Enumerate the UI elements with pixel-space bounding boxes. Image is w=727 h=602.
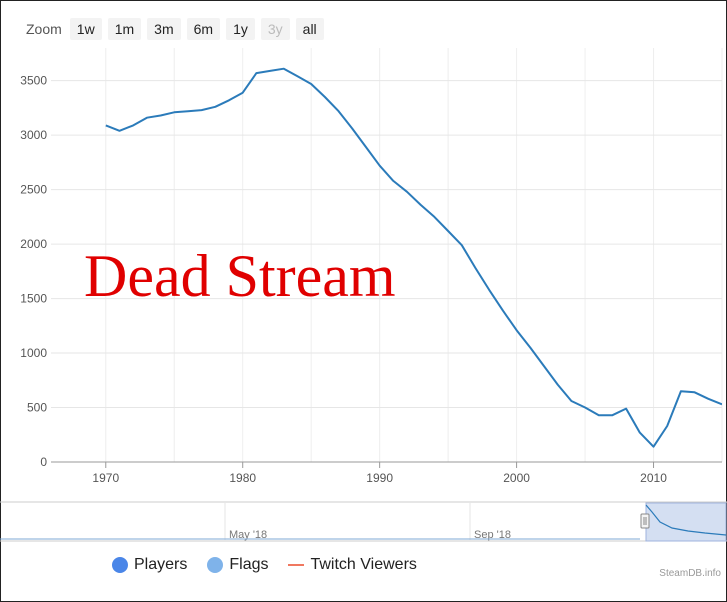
navigator-handle-icon [640, 513, 650, 529]
navigator-selection-line [645, 504, 727, 536]
x-tick-label: 1990 [366, 471, 393, 485]
series-line-players [105, 67, 722, 448]
legend: Players Flags Twitch Viewers [112, 556, 437, 574]
legend-item-twitch-viewers[interactable]: Twitch Viewers [288, 556, 417, 574]
legend-label-players: Players [134, 556, 188, 573]
legend-item-players[interactable]: Players [112, 556, 187, 574]
navigator-label: Sep '18 [474, 529, 511, 541]
navigator-label: May '18 [229, 529, 267, 541]
axes [51, 461, 722, 468]
zoom-1w-button[interactable]: 1w [69, 18, 102, 40]
x-tick-label: 2010 [640, 471, 667, 485]
zoom-bar: Zoom 1w 1m 3m 6m 1y 3y all [26, 17, 330, 41]
x-tick-label: 2000 [503, 471, 530, 485]
y-tick-label: 1500 [20, 292, 47, 306]
legend-label-flags: Flags [229, 556, 269, 573]
y-tick-label: 2000 [20, 237, 47, 251]
legend-label-twitch-viewers: Twitch Viewers [310, 556, 417, 573]
zoom-1y-button[interactable]: 1y [226, 18, 255, 40]
y-tick-label: 3500 [20, 74, 47, 88]
x-tick-label: 1980 [229, 471, 256, 485]
y-tick-label: 500 [27, 401, 47, 415]
y-tick-label: 2500 [20, 183, 47, 197]
series-lines [105, 67, 722, 448]
twitch-legend-line-icon [288, 564, 305, 566]
zoom-3y-button: 3y [260, 18, 290, 40]
flags-legend-dot-icon [207, 557, 224, 573]
y-tick-label: 1000 [20, 346, 47, 360]
legend-item-flags[interactable]: Flags [207, 556, 268, 574]
credit-text: SteamDB.info [659, 568, 721, 579]
y-tick-label: 3000 [20, 128, 47, 142]
zoom-3m-button[interactable]: 3m [147, 18, 181, 40]
tick-labels: 0 500 1000 1500 2000 2500 3000 3500 1970 1980 1990… [20, 74, 667, 485]
x-tick-label: 1970 [92, 471, 119, 485]
dead-stream-overlay: Dead Stream [84, 243, 396, 309]
y-tick-label: 0 [40, 455, 47, 469]
zoom-1m-button[interactable]: 1m [107, 18, 142, 40]
zoom-all-button[interactable]: all [295, 18, 324, 40]
zoom-6m-button[interactable]: 6m [186, 18, 221, 40]
zoom-label: Zoom [26, 21, 62, 37]
navigator-selection [645, 502, 727, 542]
players-legend-dot-icon [112, 557, 128, 573]
